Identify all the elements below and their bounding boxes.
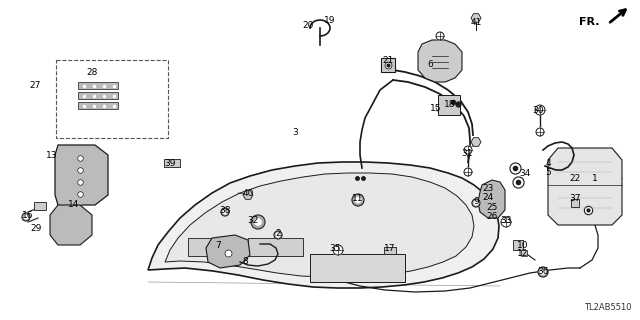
Text: 11: 11: [352, 194, 364, 203]
Text: 21: 21: [382, 55, 394, 65]
Circle shape: [80, 108, 88, 116]
Text: 30: 30: [532, 106, 544, 115]
Text: 27: 27: [29, 81, 41, 90]
Text: 8: 8: [242, 258, 248, 267]
Text: 22: 22: [570, 173, 580, 182]
Bar: [310, 254, 405, 282]
Circle shape: [24, 215, 28, 219]
Polygon shape: [471, 14, 481, 22]
Text: 25: 25: [486, 203, 498, 212]
Text: 31: 31: [461, 148, 473, 157]
Text: 3: 3: [292, 127, 298, 137]
Polygon shape: [206, 235, 250, 268]
Text: 37: 37: [569, 194, 580, 203]
Text: FR.: FR.: [579, 17, 600, 27]
Polygon shape: [50, 205, 92, 245]
Text: 12: 12: [517, 250, 529, 259]
Bar: [56, 60, 168, 138]
Circle shape: [538, 267, 548, 277]
Circle shape: [78, 72, 86, 80]
Polygon shape: [165, 173, 474, 277]
Text: 24: 24: [483, 193, 493, 202]
Text: 7: 7: [215, 241, 221, 250]
Circle shape: [464, 168, 472, 176]
Text: 19: 19: [324, 15, 336, 25]
Text: 35: 35: [329, 244, 340, 252]
Bar: [78, 92, 118, 99]
Text: 41: 41: [470, 18, 482, 27]
Circle shape: [355, 197, 361, 203]
Text: 36: 36: [537, 267, 548, 276]
Text: 5: 5: [545, 167, 551, 177]
Bar: [248, 238, 303, 256]
Polygon shape: [418, 40, 462, 82]
Text: 39: 39: [164, 158, 176, 167]
Circle shape: [436, 32, 444, 40]
Text: TL2AB5510: TL2AB5510: [584, 303, 632, 312]
Circle shape: [276, 233, 280, 237]
Polygon shape: [548, 148, 622, 225]
Circle shape: [80, 74, 84, 78]
Circle shape: [474, 201, 478, 205]
Circle shape: [535, 105, 545, 115]
Text: 6: 6: [427, 60, 433, 68]
Circle shape: [464, 146, 472, 154]
Circle shape: [274, 231, 282, 239]
Circle shape: [223, 210, 227, 214]
Circle shape: [472, 199, 480, 207]
Text: 13: 13: [46, 150, 58, 159]
Text: 10: 10: [517, 241, 529, 250]
Circle shape: [221, 208, 229, 216]
Text: 26: 26: [486, 212, 498, 220]
Text: 40: 40: [243, 188, 253, 197]
Circle shape: [333, 245, 343, 255]
Text: 38: 38: [220, 205, 231, 214]
Text: 34: 34: [519, 169, 531, 178]
Text: 14: 14: [68, 199, 80, 209]
Circle shape: [541, 270, 545, 274]
Circle shape: [251, 215, 265, 229]
Bar: [78, 82, 118, 89]
Bar: [78, 102, 118, 109]
Circle shape: [352, 194, 364, 206]
Polygon shape: [478, 180, 505, 218]
Bar: [34, 202, 46, 210]
Text: 15: 15: [430, 103, 442, 113]
Polygon shape: [243, 191, 253, 199]
Text: 29: 29: [30, 223, 42, 233]
Text: 9: 9: [473, 196, 479, 205]
Text: 1: 1: [592, 173, 598, 182]
Text: 28: 28: [86, 68, 98, 76]
Bar: [164, 159, 180, 167]
Polygon shape: [148, 162, 499, 288]
Circle shape: [501, 217, 511, 227]
Polygon shape: [55, 145, 108, 212]
Circle shape: [536, 128, 544, 136]
Text: 20: 20: [302, 20, 314, 29]
Circle shape: [255, 219, 261, 225]
Text: 17: 17: [384, 244, 396, 252]
Text: 2: 2: [275, 228, 281, 237]
Text: 23: 23: [483, 183, 493, 193]
Polygon shape: [471, 138, 481, 146]
Bar: [188, 238, 243, 256]
Text: 33: 33: [500, 215, 512, 225]
Text: 18: 18: [444, 100, 456, 108]
Circle shape: [22, 213, 30, 221]
Text: 32: 32: [247, 215, 259, 225]
Text: 4: 4: [545, 158, 551, 167]
Text: 16: 16: [22, 211, 34, 220]
Bar: [438, 95, 460, 115]
Bar: [384, 247, 396, 254]
